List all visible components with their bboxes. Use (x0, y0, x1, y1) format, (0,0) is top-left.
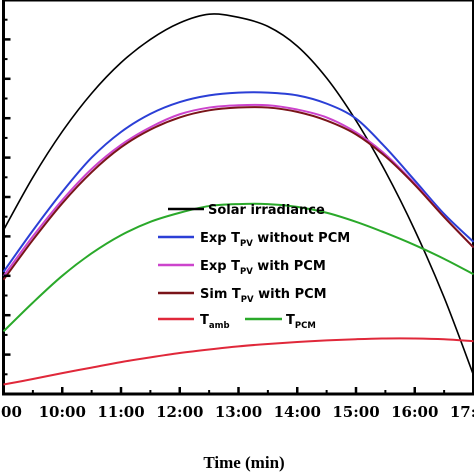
legend-label: TPCM (286, 313, 316, 331)
series-line-1 (2, 91, 474, 273)
x-tick-label: 12:00 (156, 403, 203, 421)
x-tick-label: 10:00 (39, 403, 86, 421)
x-tick-label: 11:00 (97, 403, 144, 421)
x-tick-label: 17:00 (450, 403, 474, 421)
x-tick-label: 13:00 (215, 403, 262, 421)
legend: Solar irradiance Exp TPV without PCM Exp T… (158, 203, 350, 331)
series-line-3 (2, 106, 474, 281)
legend-label: Solar irradiance (208, 203, 325, 218)
plot-frame (2, 0, 474, 396)
legend-label: Exp TPV without PCM (200, 231, 350, 249)
y-axis-ticks (3, 0, 11, 396)
series-lines (2, 13, 474, 386)
series-line-5 (2, 202, 474, 333)
x-tick-label: 9:00 (0, 403, 22, 421)
x-tick-label: 15:00 (332, 403, 379, 421)
series-line-2 (2, 103, 474, 277)
x-tick-label: 16:00 (391, 403, 438, 421)
series-line-4 (3, 337, 474, 386)
legend-label: Exp TPV with PCM (200, 259, 326, 277)
legend-label: Sim TPV with PCM (200, 287, 327, 305)
x-axis-title: Time (min) (203, 453, 284, 472)
x-tick-label: 14:00 (274, 403, 321, 421)
series-line-0 (2, 13, 474, 376)
legend-label: Tamb (200, 313, 230, 331)
x-axis-ticks: 9:00 10:00 11:00 12:00 13:00 14:00 15:00 16:00 1… (0, 387, 474, 421)
